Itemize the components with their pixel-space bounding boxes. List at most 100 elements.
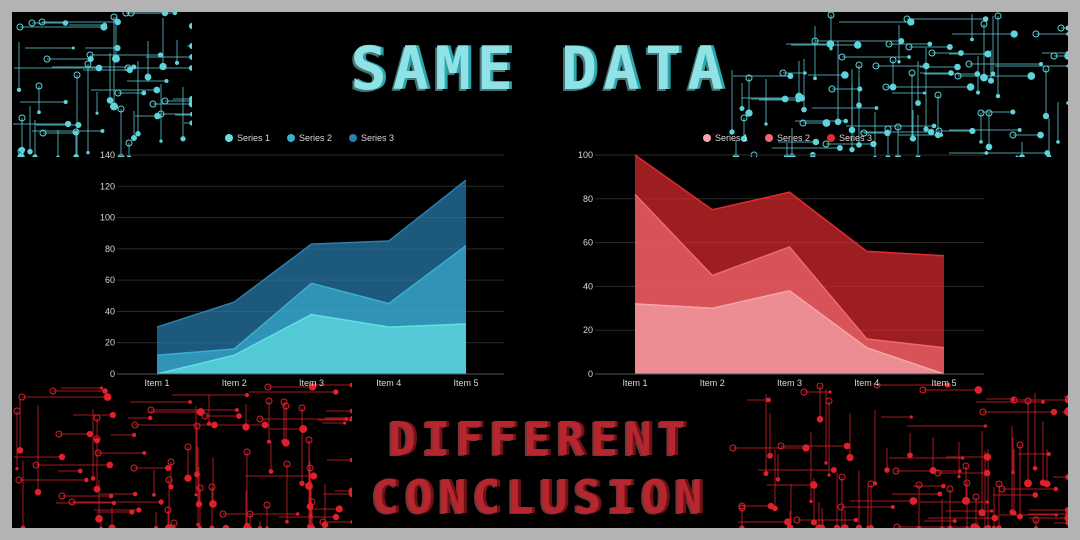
circuit-node bbox=[829, 47, 833, 51]
line-series-1 bbox=[156, 313, 467, 375]
circuit-node bbox=[941, 483, 946, 489]
circuit-node bbox=[830, 467, 837, 473]
circuit-node bbox=[94, 437, 100, 444]
circuit-ring bbox=[280, 398, 288, 406]
circuit-node bbox=[1064, 514, 1068, 522]
circuit-node bbox=[248, 526, 252, 528]
circuit-ring bbox=[729, 444, 737, 452]
circuit-node bbox=[960, 456, 965, 460]
circuit-node bbox=[321, 521, 329, 528]
circuit-node bbox=[922, 91, 926, 95]
circuit-ring bbox=[246, 510, 254, 518]
circuit-node bbox=[188, 22, 192, 30]
x-tick-label: Item 4 bbox=[854, 378, 879, 388]
circuit-node bbox=[856, 141, 862, 148]
circuit-ring bbox=[1057, 24, 1065, 32]
y-tick-label: 40 bbox=[105, 306, 115, 316]
circuit-ring bbox=[800, 388, 808, 396]
circuit-node bbox=[833, 524, 841, 528]
circuit-ring bbox=[305, 436, 313, 444]
circuit-ring bbox=[838, 473, 846, 481]
legend-marker bbox=[765, 134, 773, 142]
circuit-ring bbox=[208, 483, 216, 491]
circuit-ring bbox=[283, 460, 291, 468]
circuit-node bbox=[197, 525, 203, 528]
circuit-node bbox=[962, 496, 970, 505]
circuit-node bbox=[931, 123, 937, 129]
y-tick-label: 40 bbox=[583, 281, 593, 291]
circuit-node bbox=[1056, 140, 1060, 144]
circuit-node bbox=[991, 525, 997, 528]
circuit-ring bbox=[86, 51, 94, 59]
circuit-node bbox=[984, 524, 992, 528]
y-tick-label: 0 bbox=[588, 369, 593, 379]
circuit-node bbox=[739, 106, 745, 111]
page-title: SAME DATA bbox=[350, 34, 730, 104]
circuit-node bbox=[285, 519, 289, 524]
circuit-node bbox=[866, 525, 870, 528]
circuit-node bbox=[815, 524, 823, 528]
circuit-node bbox=[996, 525, 1002, 528]
circuit-node bbox=[827, 473, 831, 477]
circuit-node bbox=[95, 515, 103, 523]
line-series-2 bbox=[156, 245, 467, 356]
circuit-node bbox=[739, 525, 745, 528]
circuit-node bbox=[872, 481, 878, 486]
circuit-node bbox=[142, 451, 147, 455]
circuit-ring bbox=[39, 129, 47, 137]
circuit-node bbox=[1065, 50, 1068, 56]
circuit-ring bbox=[1032, 30, 1040, 38]
circuit-node bbox=[982, 16, 989, 22]
circuit-node bbox=[995, 93, 1001, 99]
legend-label: Series 1 bbox=[715, 133, 748, 143]
circuit-node bbox=[106, 97, 114, 104]
circuit-node bbox=[147, 415, 153, 421]
circuit-node bbox=[855, 524, 863, 528]
circuit-node bbox=[801, 106, 807, 113]
circuit-ring bbox=[84, 60, 92, 68]
y-tick-label: 100 bbox=[100, 213, 115, 223]
circuit-node bbox=[952, 519, 957, 523]
circuit-ring bbox=[799, 119, 807, 127]
circuit-node bbox=[152, 492, 156, 497]
circuit-node bbox=[1064, 506, 1068, 514]
circuit-ring bbox=[149, 100, 157, 108]
circuit-node bbox=[157, 52, 164, 58]
y-tick-label: 20 bbox=[105, 338, 115, 348]
circuit-ring bbox=[894, 123, 902, 131]
circuit-node bbox=[236, 413, 242, 419]
circuit-node bbox=[15, 466, 19, 471]
circuit-ring bbox=[963, 479, 971, 487]
circuit-ring bbox=[822, 140, 830, 148]
circuit-node bbox=[767, 452, 773, 459]
circuit-node bbox=[168, 484, 174, 490]
legend-marker bbox=[703, 134, 711, 142]
circuit-ring bbox=[837, 503, 845, 511]
circuit-node bbox=[1053, 486, 1059, 492]
circuit-node bbox=[18, 146, 26, 154]
circuit-ring bbox=[16, 23, 24, 31]
circuit-node bbox=[812, 138, 820, 146]
circuit-ring bbox=[38, 18, 46, 26]
circuit-ring bbox=[779, 69, 787, 77]
circuit-node bbox=[211, 421, 218, 429]
circuit-node bbox=[975, 90, 981, 95]
circuit-node bbox=[979, 140, 983, 144]
circuit-ring bbox=[282, 402, 290, 410]
circuit-node bbox=[745, 109, 753, 117]
circuit-node bbox=[849, 146, 855, 153]
circuit-node bbox=[16, 87, 22, 93]
circuit-ring bbox=[256, 415, 264, 423]
circuit-node bbox=[1038, 61, 1044, 67]
circuit-node bbox=[937, 491, 943, 497]
circuit-ring bbox=[15, 476, 23, 484]
circuit-node bbox=[1019, 154, 1025, 157]
circuit-ring bbox=[184, 443, 192, 451]
circuit-ring bbox=[130, 464, 138, 472]
circuit-node bbox=[890, 505, 895, 509]
circuit-ring bbox=[972, 493, 980, 501]
circuit-ring bbox=[934, 91, 942, 99]
circuit-ring bbox=[882, 83, 890, 91]
circuit-ring bbox=[965, 60, 973, 68]
line-series-2 bbox=[634, 193, 945, 349]
